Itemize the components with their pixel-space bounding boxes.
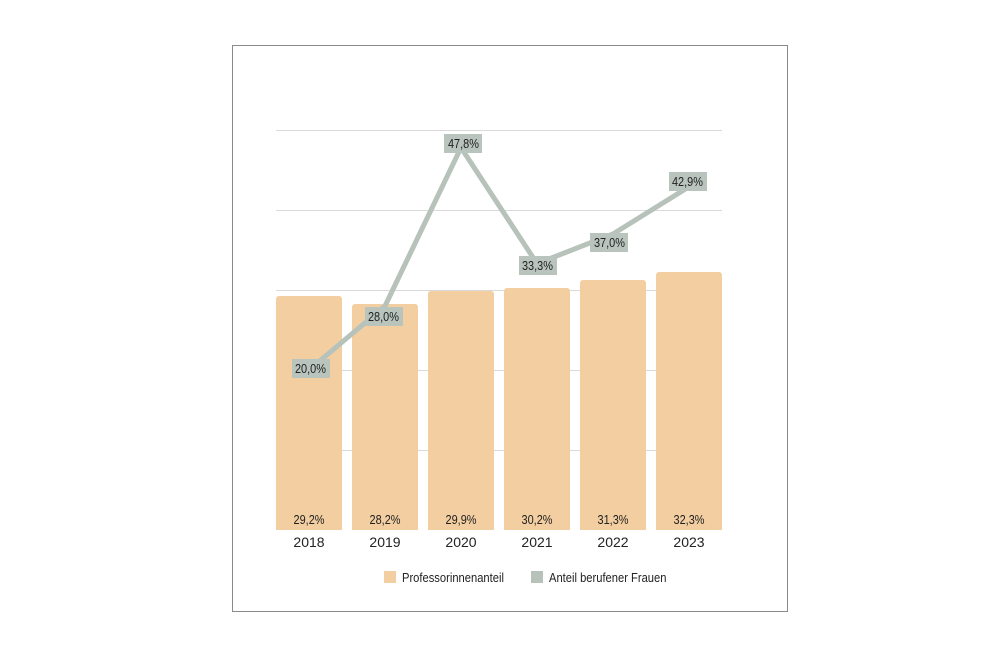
x-axis-label-2018: 2018 <box>293 533 325 550</box>
x-axis-label-2023: 2023 <box>673 533 705 550</box>
x-axis-label-2019: 2019 <box>369 533 401 550</box>
x-axis-label-2022: 2022 <box>597 533 629 550</box>
bar-value-label-2019: 28,2% <box>369 512 401 528</box>
gridline-50-percent <box>276 130 722 131</box>
bar-2022 <box>580 279 646 530</box>
bar-2019 <box>352 304 418 530</box>
line-value-label-2023: 42,9% <box>668 171 707 191</box>
bar-value-label-2023: 32,3% <box>673 512 705 528</box>
bar-value-label-2022: 31,3% <box>597 512 629 528</box>
legend-label-bar-series: Professorinnenanteil <box>402 569 505 585</box>
bar-2020 <box>428 290 494 530</box>
bar-2023 <box>656 271 722 530</box>
line-value-label-2022: 37,0% <box>590 233 628 252</box>
line-value-text: 42,9% <box>672 173 703 189</box>
line-value-text: 37,0% <box>593 235 625 250</box>
bar-2018 <box>276 296 342 530</box>
gridline-10-percent <box>276 450 722 451</box>
bar-value-label-2021: 30,2% <box>521 512 553 528</box>
bar-value-label-2018: 29,2% <box>293 512 325 528</box>
line-series-swatch <box>530 570 543 583</box>
chart-frame: 20,0% 28,0% 47,8% 33,3% 37,0% 42,9% 29,2% 28,2… <box>232 45 788 612</box>
line-value-label-2021: 33,3% <box>518 256 557 276</box>
line-value-text: 33,3% <box>522 258 553 274</box>
line-value-label-2018: 20,0% <box>291 359 330 378</box>
bar-series-swatch <box>384 570 397 583</box>
bar-2021 <box>504 288 570 530</box>
line-value-text: 28,0% <box>368 309 399 324</box>
x-axis-label-2021: 2021 <box>521 533 553 550</box>
legend-label-line-series: Anteil berufener Frauen <box>548 569 667 585</box>
line-value-label-2019: 28,0% <box>364 307 403 326</box>
bar-value-label-2020: 29,9% <box>445 512 477 528</box>
line-value-text: 20,0% <box>295 361 326 376</box>
line-value-label-2020: 47,8% <box>444 134 482 154</box>
gridline-40-percent <box>276 210 722 211</box>
x-axis-label-2020: 2020 <box>445 533 477 550</box>
line-value-text: 47,8% <box>447 136 479 152</box>
